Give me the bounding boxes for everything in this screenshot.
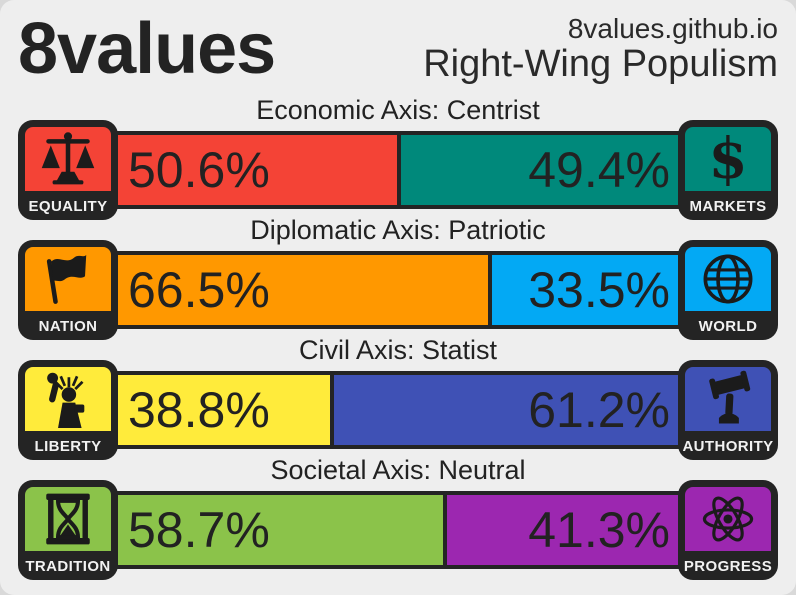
axis-bar-row: TRADITION 58.7% 41.3% (18, 480, 778, 580)
markets-badge: $ MARKETS (678, 120, 778, 220)
axis-bar-row: LIBERTY 38.8% 61.2% (18, 360, 778, 460)
left-percentage: 38.8% (128, 382, 270, 438)
logo-text: 8values (18, 8, 276, 89)
axis-bar-row: NATION 66.5% 33.5% (18, 240, 778, 340)
hourglass-icon (25, 487, 111, 551)
right-percentage: 49.4% (528, 142, 670, 198)
left-percentage: 66.5% (128, 262, 270, 318)
liberty-icon (25, 367, 111, 431)
axis-bar-row: EQUALITY 50.6% 49.4% $ MARKETS (18, 120, 778, 220)
right-percentage: 41.3% (528, 502, 670, 558)
bar-left-segment: 58.7% (114, 495, 448, 565)
badge-label: NATION (38, 318, 98, 335)
badge-label: EQUALITY (28, 198, 108, 215)
axis-societal: Societal Axis: Neutral TRA (18, 455, 778, 580)
economic-bar: 50.6% 49.4% (110, 131, 686, 209)
authority-badge: AUTHORITY (678, 360, 778, 460)
badge-label: AUTHORITY (682, 438, 774, 455)
header-right: 8values.github.io Right-Wing Populism (423, 12, 778, 85)
left-percentage: 50.6% (128, 142, 270, 198)
nation-badge: NATION (18, 240, 118, 340)
axis-title: Economic Axis: Centrist (256, 95, 540, 125)
flag-icon (25, 247, 111, 311)
equality-badge: EQUALITY (18, 120, 118, 220)
bar-right-segment: 49.4% (401, 135, 682, 205)
progress-badge: PROGRESS (678, 480, 778, 580)
tradition-badge: TRADITION (18, 480, 118, 580)
axis-civil: Civil Axis: Statist (18, 335, 778, 460)
bar-left-segment: 38.8% (114, 375, 335, 445)
axis-economic: Economic Axis: Centrist (18, 95, 778, 220)
axis-title: Diplomatic Axis: Patriotic (250, 215, 546, 245)
diplomatic-bar: 66.5% 33.5% (110, 251, 686, 329)
bar-left-segment: 50.6% (114, 135, 402, 205)
svg-text:$: $ (708, 130, 747, 188)
result-title: Right-Wing Populism (423, 42, 778, 85)
civil-bar: 38.8% 61.2% (110, 371, 686, 449)
axis-diplomatic: Diplomatic Axis: Patriotic NATION 66.5% (18, 215, 778, 340)
badge-label: MARKETS (689, 198, 767, 215)
right-percentage: 61.2% (528, 382, 670, 438)
dollar-icon: $ (685, 127, 771, 191)
gavel-icon (685, 367, 771, 431)
badge-label: LIBERTY (34, 438, 102, 455)
badge-label: WORLD (698, 318, 758, 335)
liberty-badge: LIBERTY (18, 360, 118, 460)
world-badge: WORLD (678, 240, 778, 340)
bar-left-segment: 66.5% (114, 255, 492, 325)
badge-label: PROGRESS (683, 558, 773, 575)
atom-icon (685, 487, 771, 551)
axis-title: Societal Axis: Neutral (270, 455, 526, 485)
societal-bar: 58.7% 41.3% (110, 491, 686, 569)
bar-right-segment: 41.3% (447, 495, 682, 565)
left-percentage: 58.7% (128, 502, 270, 558)
bar-right-segment: 61.2% (334, 375, 682, 445)
header: 8values 8values.github.io Right-Wing Pop… (18, 0, 778, 97)
axis-title: Civil Axis: Statist (298, 335, 498, 365)
badge-label: TRADITION (25, 558, 111, 575)
site-url: 8values.github.io (567, 12, 778, 44)
right-percentage: 33.5% (528, 262, 670, 318)
globe-icon (685, 247, 771, 311)
bar-right-segment: 33.5% (491, 255, 682, 325)
scales-icon (25, 127, 111, 191)
